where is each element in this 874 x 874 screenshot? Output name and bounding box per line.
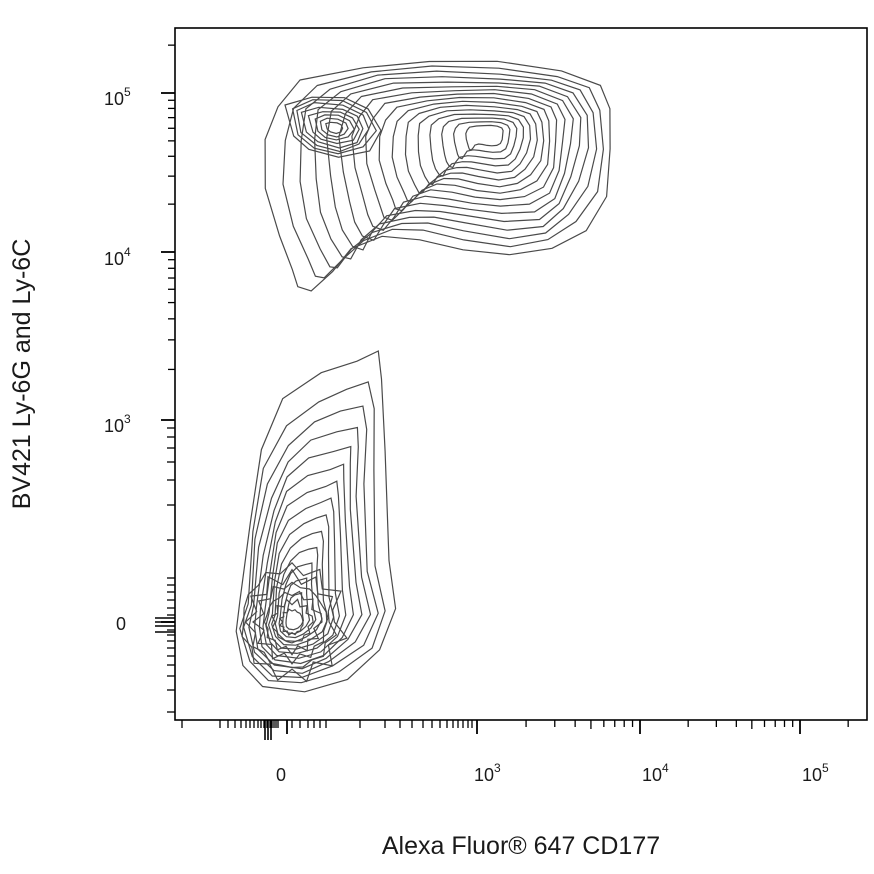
contour-line-lower — [248, 426, 372, 674]
contour-line-upper — [404, 104, 538, 194]
contour-line-lower — [285, 591, 305, 631]
x-tick-label-10-5: 105 — [802, 761, 829, 785]
contour-line-upper — [282, 65, 605, 279]
contour-line-lower — [282, 577, 311, 635]
x-axis-label: Alexa Fluor® 647 CD177 — [382, 832, 660, 860]
contour-line-lower — [278, 562, 317, 639]
y-axis-label: BV421 Ly-6G and Ly-6C — [8, 239, 36, 510]
contour-line-lower — [267, 514, 335, 650]
contour-line-upper-lobe — [319, 117, 349, 138]
contour-line-upper — [338, 85, 574, 242]
contour-line-lower — [239, 381, 386, 684]
contour-line-lower — [262, 480, 347, 659]
contour-line-upper — [299, 70, 598, 269]
y-tick-label-10-3: 103 — [104, 412, 131, 436]
contour-line-upper — [452, 121, 511, 160]
y-tick-label-10-4: 104 — [104, 245, 131, 269]
x-minor-ticks — [181, 720, 849, 740]
contour-line-upper — [326, 81, 582, 251]
contour-line-upper — [365, 92, 558, 221]
contour-line-upper-lobe — [284, 96, 382, 158]
contour-line-lower — [271, 530, 329, 646]
contour-line-upper-lobe — [300, 106, 364, 149]
plot-frame — [174, 27, 868, 721]
contour-line-upper — [264, 60, 611, 292]
x-tick-label-10-4: 104 — [642, 761, 669, 785]
contour-line-lower-core — [271, 598, 314, 644]
contour-line-upper — [313, 76, 590, 260]
contour-line-lower-core — [263, 590, 323, 656]
contour-line-upper-lobe — [291, 99, 378, 155]
contour-line-upper — [378, 96, 551, 212]
contour-line-lower-core — [241, 561, 348, 683]
contour-line-upper-lobe — [296, 101, 370, 153]
contour-line-upper-lobe — [314, 114, 356, 141]
y-minor-ticks — [155, 44, 175, 713]
y-tick-label-10-5: 105 — [104, 85, 131, 109]
contour-line-lower — [242, 405, 379, 679]
contour-line-upper — [351, 89, 566, 232]
y-tick-label-0: 0 — [116, 614, 126, 634]
contour-lines — [235, 60, 611, 693]
contour-line-lower — [253, 445, 363, 670]
contour-line-upper-lobe — [307, 111, 360, 145]
contour-line-lower — [235, 350, 397, 693]
x-tick-label-0: 0 — [276, 765, 286, 785]
contour-line-upper — [429, 113, 525, 177]
contour-line-upper-lobe — [325, 121, 344, 135]
contour-line-upper — [441, 117, 518, 169]
contour-line-lower-core — [252, 581, 328, 665]
contour-line-lower-core — [244, 568, 338, 669]
x-tick-label-10-3: 103 — [474, 761, 501, 785]
contour-line-upper — [465, 124, 504, 151]
contour-line-upper — [391, 100, 545, 203]
contour-line-upper — [417, 109, 532, 186]
contour-line-lower-core — [278, 608, 304, 636]
